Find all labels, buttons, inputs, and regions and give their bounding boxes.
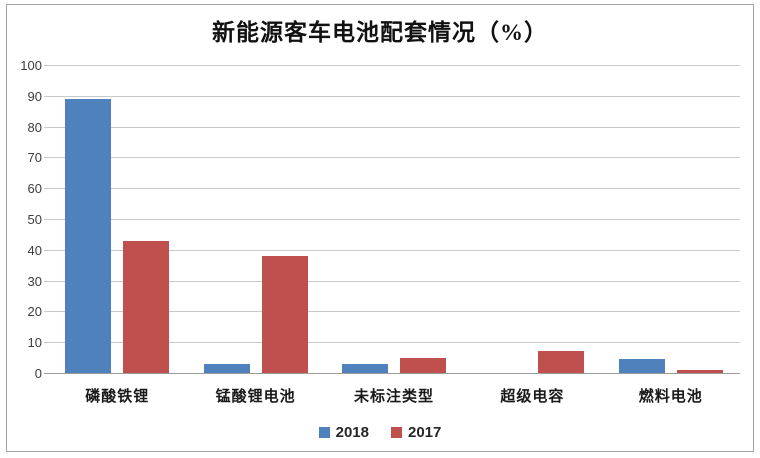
gridline-100	[44, 65, 740, 66]
gridline-40	[44, 249, 740, 251]
bar-2017-category-1	[261, 255, 308, 373]
gridline-30	[44, 280, 740, 282]
y-tick-label-60: 60	[27, 181, 42, 197]
legend-swatch-icon-2018	[318, 427, 330, 438]
y-tick-label-0: 0	[34, 366, 42, 381]
y-tick-label-100: 100	[20, 58, 42, 73]
y-tick-label-80: 80	[27, 119, 42, 135]
y-tick-label-90: 90	[27, 88, 42, 104]
bar-2017-category-3	[538, 351, 585, 373]
bar-2017-category-2	[400, 357, 446, 373]
gridline-70	[44, 157, 740, 159]
chart-frame-border	[6, 4, 754, 452]
legend-label-2017: 2017	[408, 424, 442, 441]
y-tick-label-50: 50	[27, 212, 42, 227]
bar-2018-category-0	[65, 98, 112, 373]
bar-2018-category-4	[618, 359, 665, 373]
gridline-20	[44, 311, 740, 313]
x-category-label-3: 超级电容	[500, 388, 565, 405]
legend-item-2018: 2018	[318, 424, 369, 441]
gridline-60	[44, 188, 740, 190]
y-tick-label-70: 70	[27, 150, 42, 166]
bar-2017-category-4	[676, 369, 723, 373]
gridline-90	[44, 95, 740, 97]
chart-legend: 2018 2017	[0, 424, 760, 441]
x-category-label-2: 未标注类型	[353, 388, 434, 405]
bar-2018-category-2	[342, 363, 388, 373]
chart-title: 新能源客车电池配套情况（%）	[212, 20, 548, 45]
gridline-50	[44, 219, 740, 220]
legend-label-2018: 2018	[335, 424, 369, 441]
legend-item-2017: 2017	[391, 424, 441, 441]
legend-swatch-icon-2017	[391, 427, 402, 438]
bar-2017-category-0	[123, 240, 170, 373]
y-tick-label-30: 30	[27, 273, 42, 289]
y-tick-label-20: 20	[27, 304, 42, 320]
y-tick-label-40: 40	[27, 242, 42, 258]
y-tick-label-10: 10	[27, 335, 42, 351]
x-category-label-4: 燃料电池	[638, 388, 703, 405]
bar-2018-category-1	[203, 363, 250, 373]
gridline-80	[44, 126, 740, 128]
x-category-label-0: 磷酸铁锂	[85, 388, 150, 405]
x-category-label-1: 锰酸锂电池	[215, 388, 296, 405]
x-axis-line	[44, 373, 740, 374]
gridline-10	[44, 342, 740, 344]
